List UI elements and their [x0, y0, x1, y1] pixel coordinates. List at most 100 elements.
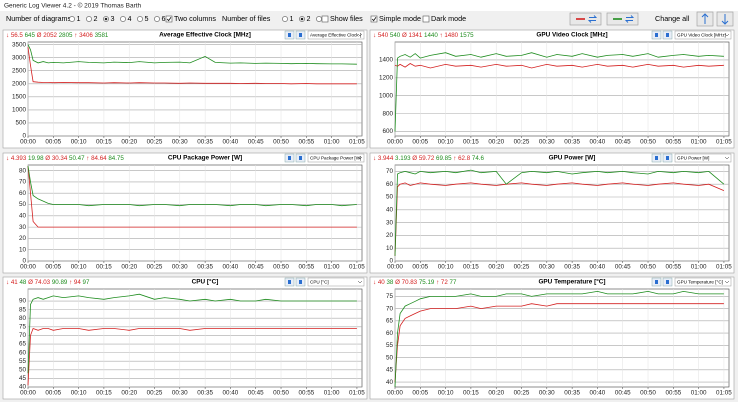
color-button[interactable] [569, 12, 602, 26]
label: Number of files [222, 14, 271, 23]
chart-title: GPU Power [W] [549, 155, 596, 162]
radio-dot [104, 17, 108, 21]
plot-area [27, 41, 363, 137]
chart-panel: ↓ 56.5 645 Ø 2052 2805 ↑ 3406 3581 Avera… [2, 29, 368, 149]
checkbox[interactable] [422, 15, 430, 23]
icon-glyph [666, 33, 669, 37]
stat-symbol: ↓ [6, 32, 9, 39]
radio-button[interactable] [69, 16, 75, 22]
x-tick-label: 00:00 [20, 139, 36, 146]
dropdown-text: Average Effective Clock [ [310, 32, 362, 37]
icon-glyph [655, 33, 658, 37]
checkbox[interactable] [370, 15, 378, 23]
stat-value: 70.83 [402, 279, 418, 286]
y-tick-label: 30 [386, 219, 394, 226]
stat-value: 3406 [79, 32, 93, 39]
y-tick-label: 45 [19, 375, 27, 382]
radio-label: 4 [128, 14, 132, 23]
radio-button[interactable] [316, 16, 322, 22]
stats: ↓ 4.393 19.98 Ø 30.34 50.47 ↑ 84.64 84.7… [6, 155, 124, 162]
x-tick-label: 00:35 [197, 264, 213, 271]
stat-symbol: ↑ [436, 279, 439, 286]
stat-value: 62.8 [458, 155, 471, 162]
y-tick-label: 70 [19, 332, 27, 339]
y-tick-label: 75 [386, 293, 394, 300]
x-tick-label: 00:20 [488, 139, 504, 146]
y-tick-label: 20 [386, 232, 394, 239]
stat-symbol: Ø [412, 155, 417, 162]
radio-button[interactable] [137, 16, 143, 22]
chart-title: GPU Temperature [°C] [538, 278, 605, 286]
dropdown-text: GPU Video Clock [MHz] [677, 32, 726, 37]
x-tick-label: 00:30 [172, 390, 188, 397]
x-tick-label: 00:15 [463, 390, 479, 397]
x-tick-label: 01:00 [324, 264, 340, 271]
radio-button[interactable] [282, 16, 288, 22]
label: Change all [655, 14, 690, 23]
series-line [27, 293, 357, 374]
y-tick-label: 0 [389, 258, 393, 265]
y-tick-label: 60 [386, 181, 394, 188]
x-tick-label: 00:45 [615, 139, 631, 146]
radio-label: 5 [145, 14, 149, 23]
x-tick-label: 00:00 [387, 264, 403, 271]
radio-label: 2 [94, 14, 98, 23]
checkbox-label: Two columns [174, 14, 216, 23]
dropdown[interactable] [674, 30, 732, 40]
plot-area [394, 41, 730, 137]
stat-value: 72 [441, 279, 448, 286]
radio-label: 3 [111, 14, 115, 23]
y-tick-label: 30 [19, 224, 27, 231]
stat-value: 1575 [460, 32, 474, 39]
dropdown-arrow [357, 156, 363, 160]
y-tick-label: 1000 [12, 107, 27, 114]
window-title: Generic Log Viewer 4.2 - © 2019 Thomas B… [4, 2, 142, 10]
x-tick-label: 01:05 [349, 139, 365, 146]
radio-button[interactable] [120, 16, 126, 22]
dropdown[interactable] [307, 30, 365, 40]
stat-value: 69.85 [436, 155, 452, 162]
series-line [27, 44, 357, 65]
dropdown[interactable] [674, 277, 732, 287]
arrow-icon [701, 13, 709, 24]
dropdown[interactable] [307, 277, 365, 287]
color-button[interactable] [606, 12, 639, 26]
series-line [394, 52, 724, 132]
y-tick-label: 0 [22, 258, 26, 265]
radio-button[interactable] [154, 16, 160, 22]
checkmark [166, 16, 172, 22]
series-line [394, 63, 724, 69]
stat-value: 56.5 [11, 32, 24, 39]
series-line [27, 327, 357, 386]
x-tick-label: 00:20 [488, 264, 504, 271]
plot-area [27, 288, 363, 388]
x-tick-label: 00:40 [590, 264, 606, 271]
x-tick-label: 00:20 [121, 390, 137, 397]
checkbox[interactable] [165, 15, 173, 23]
x-tick-label: 00:10 [438, 139, 454, 146]
y-tick-label: 50 [19, 366, 27, 373]
icon-glyph [288, 280, 291, 284]
y-tick-label: 60 [19, 190, 27, 197]
y-tick-label: 2500 [12, 67, 27, 74]
x-tick-label: 00:15 [463, 264, 479, 271]
dropdown[interactable] [307, 153, 365, 163]
stat-symbol: Ø [45, 155, 50, 162]
dropdown-arrow [357, 33, 363, 37]
x-tick-label: 00:20 [488, 390, 504, 397]
radio-button[interactable] [86, 16, 92, 22]
series-line [394, 182, 725, 256]
stat-symbol: ↑ [74, 32, 77, 39]
x-tick-label: 00:30 [539, 264, 555, 271]
dropdown[interactable] [674, 153, 732, 163]
y-tick-label: 60 [386, 330, 394, 337]
stat-value: 90.89 [52, 279, 68, 286]
stats: ↓ 56.5 645 Ø 2052 2805 ↑ 3406 3581 [6, 32, 109, 39]
swap-icon [587, 15, 598, 23]
x-tick-label: 00:55 [665, 390, 681, 397]
icon-glyph [299, 156, 302, 160]
chart-panel: ↓ 4.393 19.98 Ø 30.34 50.47 ↑ 84.64 84.7… [2, 152, 368, 274]
checkbox[interactable] [321, 15, 329, 23]
x-tick-label: 00:25 [147, 264, 163, 271]
